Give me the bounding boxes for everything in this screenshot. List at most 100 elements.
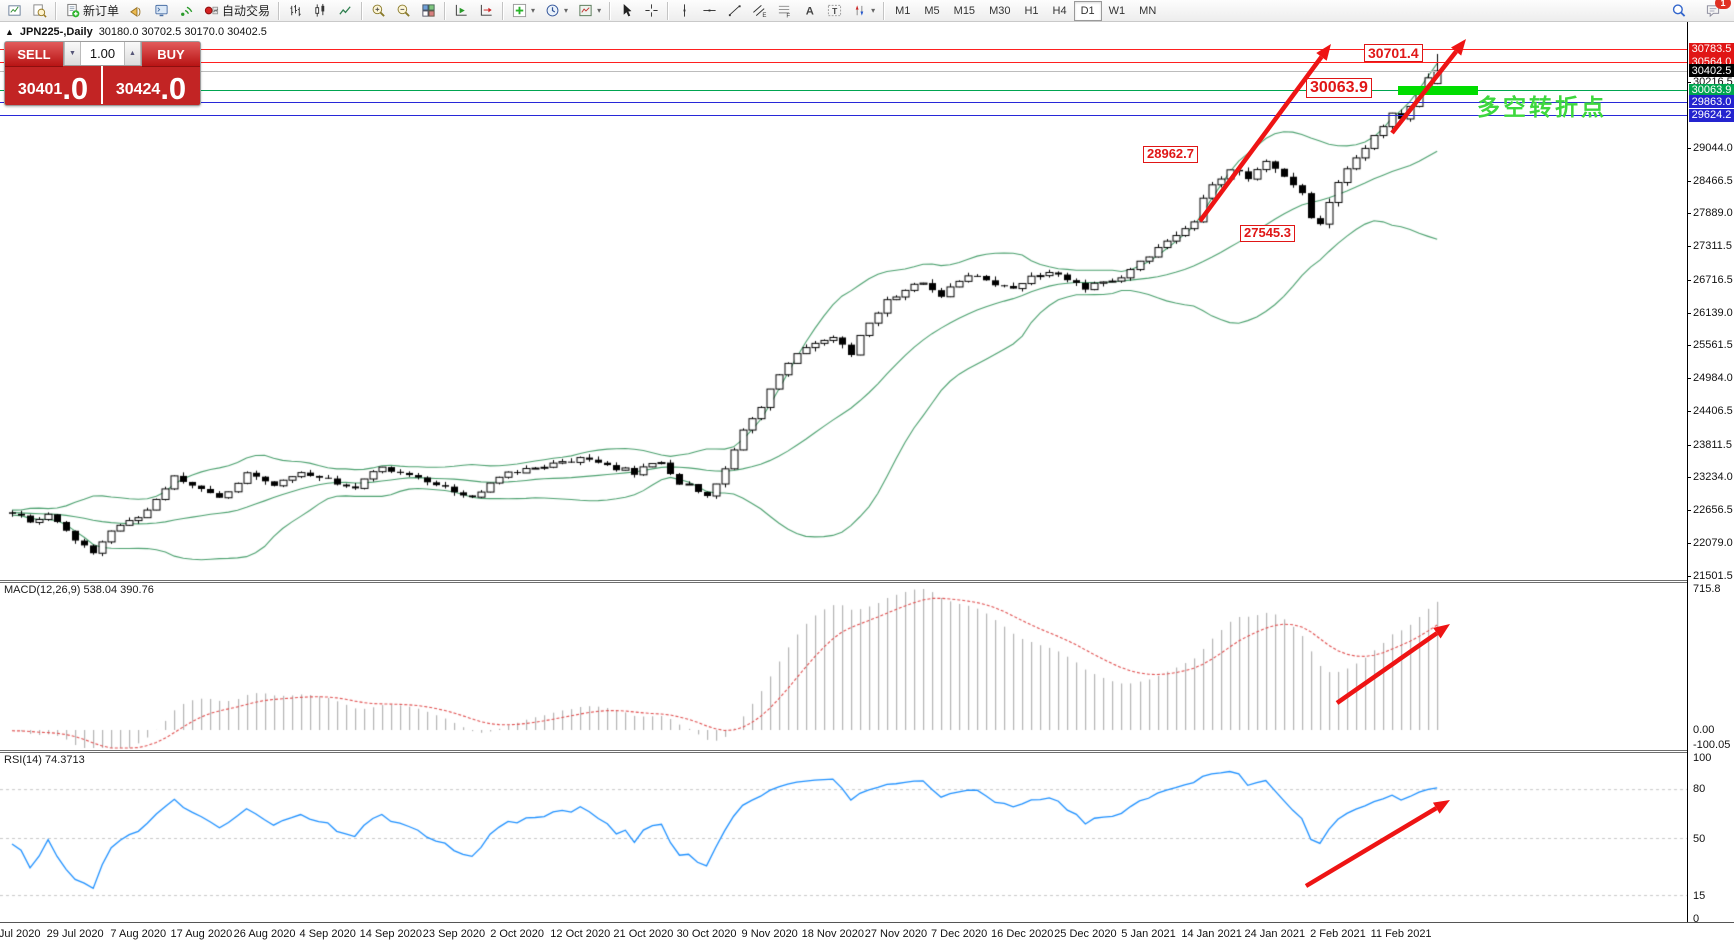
buy-price[interactable]: 30424 .0 xyxy=(103,66,199,104)
chart-shift-button[interactable] xyxy=(474,0,499,22)
price-tag-28962.7[interactable]: 28962.7 xyxy=(1143,146,1198,163)
timeframe-m30-button[interactable]: M30 xyxy=(989,4,1011,17)
terminal-button[interactable] xyxy=(149,0,174,22)
caret-down-icon[interactable]: ▾ xyxy=(597,6,602,15)
text-label-button[interactable]: T xyxy=(822,0,847,22)
date-label: 23 Sep 2020 xyxy=(422,928,486,940)
buy-price-pips: .0 xyxy=(160,70,187,106)
price-tag-30701.4[interactable]: 30701.4 xyxy=(1364,44,1423,63)
bull-bear-pivot-text[interactable]: 多空转折点 xyxy=(1477,94,1607,120)
chart-candles-icon xyxy=(315,3,325,17)
trendline-button[interactable] xyxy=(722,0,747,22)
pane-separator-main-macd[interactable] xyxy=(0,580,1734,583)
auto-scroll-button[interactable] xyxy=(449,0,474,22)
resistance-line-lower[interactable] xyxy=(0,62,1687,63)
date-label: 18 Nov 2020 xyxy=(801,928,865,940)
sell-price[interactable]: 30401 .0 xyxy=(5,66,101,104)
volume-increase-button[interactable]: ▲ xyxy=(124,42,141,65)
volume-decrease-button[interactable]: ▼ xyxy=(64,42,81,65)
vertical-line-button[interactable] xyxy=(672,0,697,22)
date-label: 14 Jan 2021 xyxy=(1181,928,1242,940)
date-label: 4 Sep 2020 xyxy=(299,928,356,940)
templates-button[interactable]: ▾ xyxy=(573,0,606,22)
search-button[interactable] xyxy=(1666,0,1692,22)
svg-text:F: F xyxy=(786,13,790,18)
timeframe-m15-button[interactable]: M15 xyxy=(953,4,976,17)
indicators-button[interactable]: ▾ xyxy=(507,0,540,22)
timeframe-h4-button[interactable]: H4 xyxy=(1052,4,1067,17)
price-tick-label: 21501.5 xyxy=(1693,569,1733,582)
cursor-button[interactable] xyxy=(614,0,639,22)
toolbar-group-5: ▾ ▾ ▾ xyxy=(507,0,606,22)
chart-candles-button[interactable] xyxy=(308,0,333,22)
date-label: 17 Aug 2020 xyxy=(170,928,233,940)
timeframe-d1-button[interactable]: D1 xyxy=(1073,0,1102,21)
horizontal-line-button[interactable] xyxy=(697,0,722,22)
bid-price-line[interactable] xyxy=(0,71,1687,72)
fibonacci-icon: F xyxy=(778,5,790,18)
signals-button[interactable] xyxy=(174,0,199,22)
main-chart-canvas[interactable] xyxy=(0,22,1687,580)
volume-value[interactable]: 1.00 xyxy=(89,46,116,61)
timeframe-m5-button[interactable]: M5 xyxy=(924,4,940,17)
toolbar-group-3 xyxy=(366,0,441,22)
chart-bars-button[interactable] xyxy=(283,0,308,22)
pivot-line-green[interactable] xyxy=(0,90,1687,91)
caret-down-icon[interactable]: ▾ xyxy=(871,6,876,15)
equidistant-channel-button[interactable]: E xyxy=(747,0,772,22)
search-icon xyxy=(1672,4,1686,17)
macd-indicator-canvas[interactable] xyxy=(0,583,1687,750)
sell-button[interactable]: SELL xyxy=(5,42,63,67)
crosshair-button[interactable] xyxy=(639,0,664,22)
price-tag-27545.3[interactable]: 27545.3 xyxy=(1240,225,1295,242)
price-chip-30063.9: 30063.9 xyxy=(1689,83,1734,97)
price-tick-mark xyxy=(1688,477,1691,478)
fibonacci-button[interactable]: F xyxy=(772,0,797,22)
resistance-line-upper[interactable] xyxy=(0,49,1687,50)
new-chart-button[interactable] xyxy=(2,0,27,22)
date-label: 26 Aug 2020 xyxy=(233,928,296,940)
pane-separator-macd-rsi[interactable] xyxy=(0,750,1734,753)
price-axis[interactable]: 30216.5 29044.0 28466.5 27889.0 27311.5 26716… xyxy=(1687,22,1734,925)
date-label: 30 Oct 2020 xyxy=(676,928,737,940)
price-tick-label: 28466.5 xyxy=(1693,174,1733,187)
timeframe-h1-button[interactable]: H1 xyxy=(1024,4,1039,17)
profiles-button[interactable] xyxy=(27,0,52,22)
text-button[interactable]: A xyxy=(797,0,822,22)
toolbar-group-2 xyxy=(283,0,358,22)
arrows-button[interactable]: ▾ xyxy=(847,0,880,22)
chart-line-button[interactable] xyxy=(333,0,358,22)
toolbar-separator xyxy=(502,1,505,20)
pivot-highlight-bar[interactable] xyxy=(1398,86,1478,95)
price-tag-30063.9[interactable]: 30063.9 xyxy=(1306,78,1372,99)
price-divider xyxy=(101,66,103,104)
zoom-out-button[interactable] xyxy=(391,0,416,22)
date-label: 9 Nov 2020 xyxy=(741,928,798,940)
timeframe-m1-button[interactable]: M1 xyxy=(895,4,911,17)
timeframe-w1-button[interactable]: W1 xyxy=(1108,4,1126,17)
tile-windows-button[interactable] xyxy=(416,0,441,22)
new-order-label: 新订单 xyxy=(83,4,120,18)
zoom-in-button[interactable] xyxy=(366,0,391,22)
support-line-blue-upper[interactable] xyxy=(0,102,1687,103)
profiles-icon xyxy=(33,4,47,18)
timeframe-mn-button[interactable]: MN xyxy=(1139,4,1157,17)
caret-down-icon[interactable]: ▾ xyxy=(564,6,569,15)
autotrading-button[interactable]: 自动交易 xyxy=(199,0,275,22)
collapse-arrow-icon[interactable]: ▲ xyxy=(5,27,14,37)
price-tick-mark xyxy=(1688,411,1691,412)
notifications-button[interactable]: 1 xyxy=(1700,0,1731,22)
date-label: 2 Oct 2020 xyxy=(490,928,545,940)
ohlc-values: 30180.0 30702.5 30170.0 30402.5 xyxy=(98,26,267,38)
megaphone-button[interactable] xyxy=(124,0,149,22)
new-order-icon xyxy=(67,3,80,18)
new-order-button[interactable]: 新订单 xyxy=(60,0,124,22)
toolbar-group-7: E F A T ▾ xyxy=(672,0,880,22)
caret-down-icon[interactable]: ▾ xyxy=(531,6,536,15)
new-chart-icon xyxy=(8,5,21,16)
rsi-indicator-canvas[interactable] xyxy=(0,753,1687,922)
support-line-blue-lower[interactable] xyxy=(0,115,1687,116)
periods-button[interactable]: ▾ xyxy=(540,0,573,22)
buy-button[interactable]: BUY xyxy=(142,42,200,67)
